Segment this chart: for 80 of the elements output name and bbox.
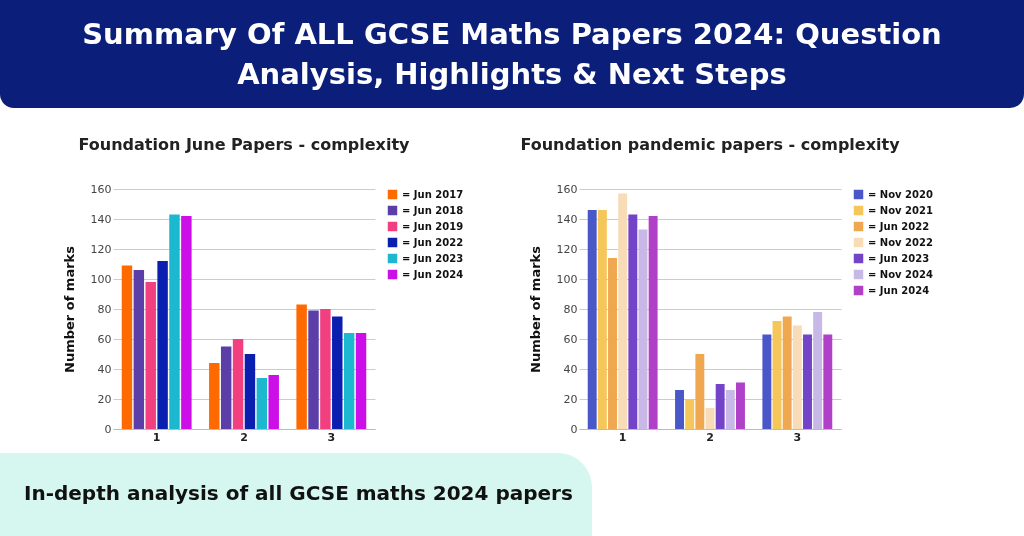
x-tick-label: 1 xyxy=(618,430,627,444)
y-tick-label: 120 xyxy=(556,242,578,256)
y-tick-label: 120 xyxy=(90,242,112,256)
bar xyxy=(715,384,725,429)
y-tick-label: 20 xyxy=(97,392,112,406)
y-tick-label: 40 xyxy=(563,362,578,376)
legend-label: = Jun 2022 xyxy=(868,220,930,232)
bar xyxy=(736,382,745,429)
bar xyxy=(813,312,823,429)
bar xyxy=(232,339,244,429)
y-tick-label: 40 xyxy=(97,362,112,376)
bar xyxy=(648,216,658,429)
bar xyxy=(308,310,319,429)
bar xyxy=(587,210,597,429)
y-tick-label: 60 xyxy=(97,332,112,346)
x-tick-label: 2 xyxy=(706,430,714,444)
y-axis-title: Number of marks xyxy=(61,245,77,373)
bar xyxy=(695,354,705,429)
legend-label: = Jun 2022 xyxy=(402,236,464,248)
x-tick-label: 3 xyxy=(793,430,802,444)
y-tick-label: 0 xyxy=(104,422,112,436)
y-axis-title: Number of marks xyxy=(527,245,543,373)
y-tick-label: 20 xyxy=(563,392,578,406)
legend-label: = Jun 2024 xyxy=(402,268,464,280)
bar xyxy=(608,258,617,429)
legend-label: = Nov 2020 xyxy=(868,188,933,200)
y-tick-label: 160 xyxy=(556,182,578,196)
bar xyxy=(145,282,156,429)
y-tick-label: 0 xyxy=(570,422,578,436)
bar xyxy=(332,316,343,429)
bar xyxy=(782,316,792,429)
bar xyxy=(685,399,695,429)
bar xyxy=(157,261,168,429)
legend-label: = Nov 2021 xyxy=(868,204,933,216)
legend-label: = Nov 2022 xyxy=(868,236,933,248)
legend-label: = Jun 2024 xyxy=(868,284,930,296)
bar xyxy=(209,363,220,429)
bar xyxy=(628,214,638,429)
text: In-depth analysis of all GCSE maths 2024 papers xyxy=(24,481,573,505)
legend-label: = Jun 2017 xyxy=(402,188,464,200)
bar xyxy=(725,390,735,429)
bar xyxy=(320,309,331,429)
y-tick-label: 60 xyxy=(563,332,578,346)
bar xyxy=(220,346,232,429)
y-tick-label: 140 xyxy=(90,212,112,226)
legend-label: = Jun 2023 xyxy=(402,252,464,264)
text: Summary Of ALL GCSE Maths Papers 2024: Question Analysis, Highlights & Next Steps xyxy=(0,0,1024,108)
bar xyxy=(675,390,684,429)
bar xyxy=(803,334,812,429)
y-tick-label: 140 xyxy=(556,212,578,226)
bar xyxy=(343,333,355,429)
bar xyxy=(618,193,628,429)
bar xyxy=(268,375,279,429)
bar xyxy=(181,216,192,429)
bar xyxy=(256,378,268,429)
legend-label: = Jun 2019 xyxy=(402,220,464,232)
bar xyxy=(823,334,833,429)
chart-title: Foundation pandemic papers - complexity xyxy=(520,135,901,154)
x-tick-label: 1 xyxy=(152,430,161,444)
x-tick-label: 2 xyxy=(240,430,248,444)
y-tick-label: 80 xyxy=(97,302,112,316)
bar xyxy=(772,321,782,429)
bar xyxy=(792,325,802,429)
bar xyxy=(597,210,607,429)
x-tick-label: 3 xyxy=(327,430,336,444)
bar xyxy=(169,214,180,429)
legend-label: = Jun 2018 xyxy=(402,204,464,216)
legend-label: = Jun 2023 xyxy=(868,252,930,264)
y-tick-label: 100 xyxy=(90,272,112,286)
bar xyxy=(121,265,133,429)
legend-label: = Nov 2024 xyxy=(868,268,933,280)
y-tick-label: 80 xyxy=(563,302,578,316)
bar xyxy=(133,270,145,429)
bar xyxy=(762,334,772,429)
bar xyxy=(355,333,367,429)
chart-title: Foundation June Papers - complexity xyxy=(78,135,411,154)
bar xyxy=(296,304,307,429)
y-tick-label: 100 xyxy=(556,272,578,286)
y-tick-label: 160 xyxy=(90,182,112,196)
bar xyxy=(244,354,256,429)
